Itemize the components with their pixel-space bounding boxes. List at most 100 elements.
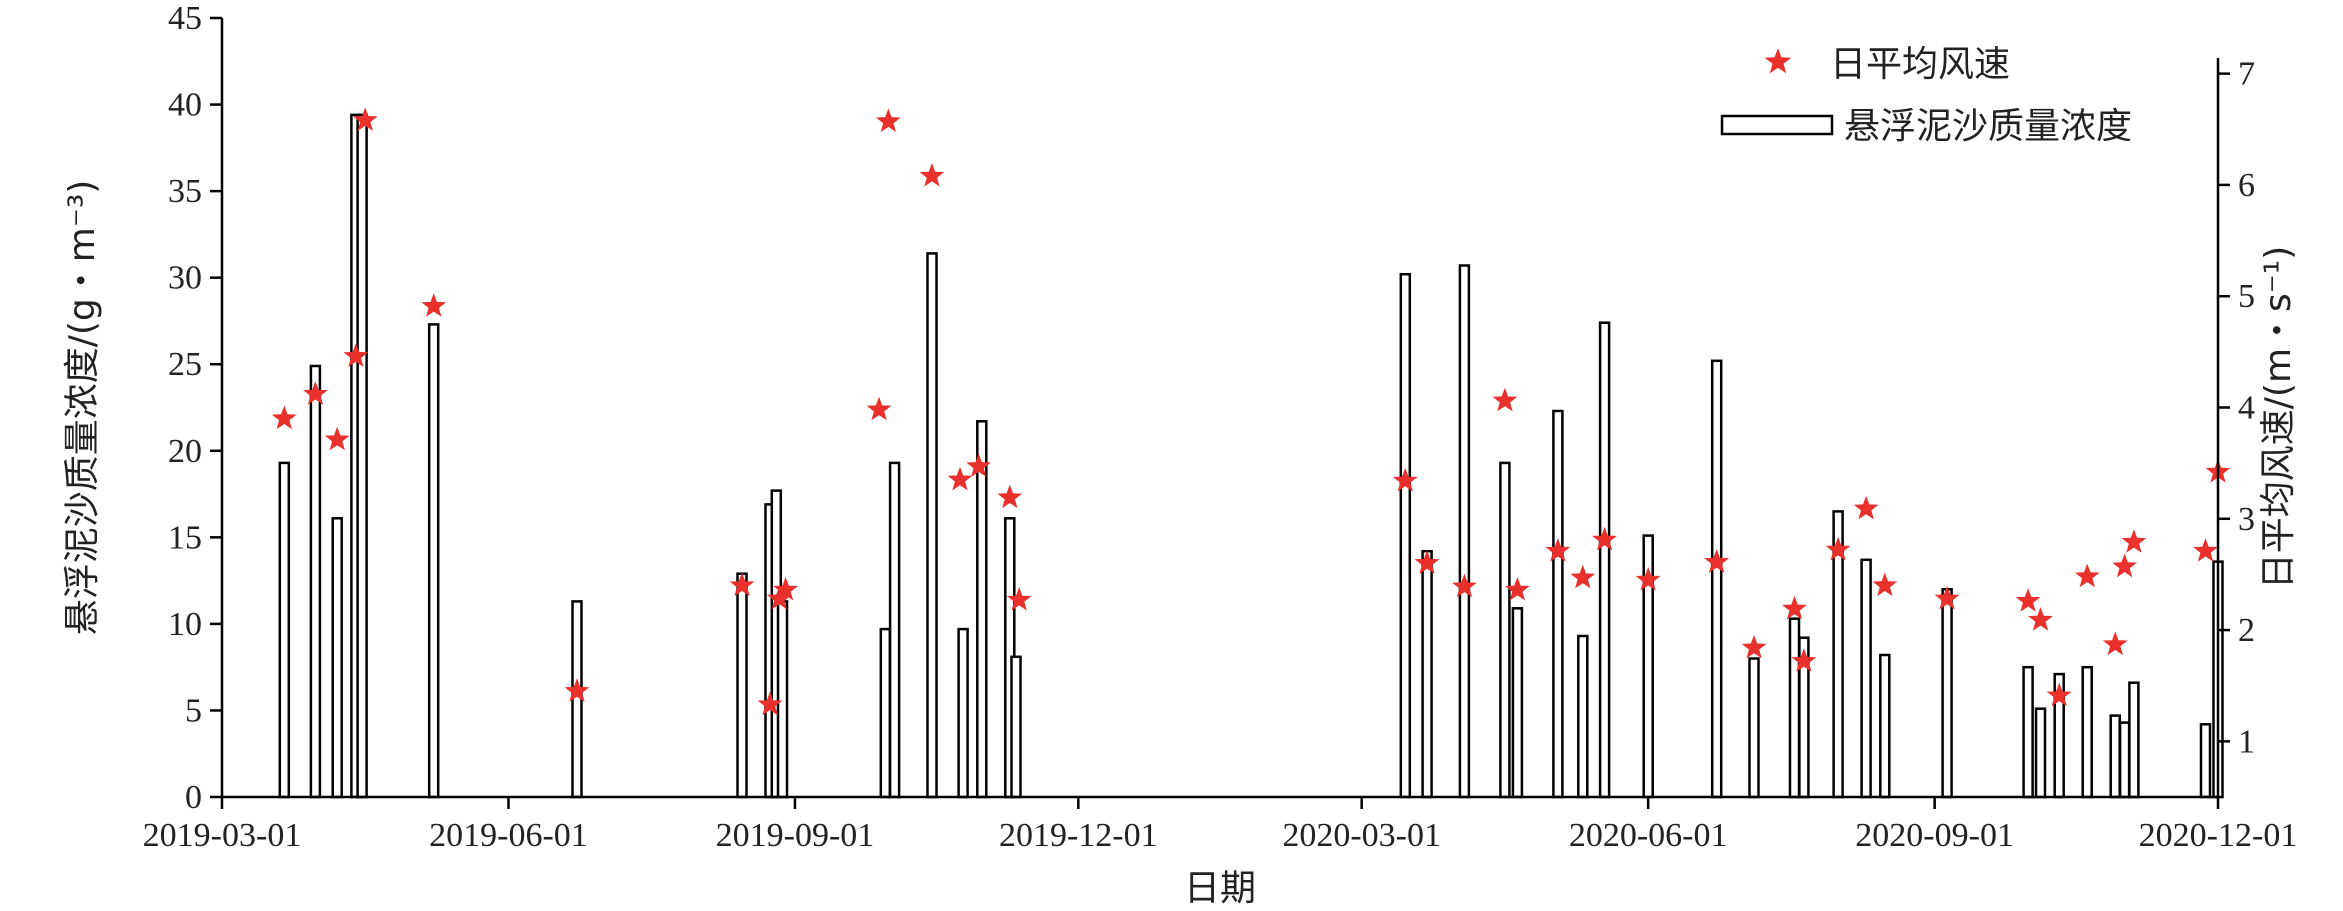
bar: [356, 113, 368, 799]
data-point: [2102, 631, 2128, 656]
y-right-tick-label: 6: [2238, 167, 2255, 204]
bar: [1511, 607, 1524, 799]
bar: [2022, 665, 2034, 799]
bar: [776, 600, 789, 799]
data-point: [1392, 467, 1418, 492]
y-tick-label: 35: [168, 173, 202, 210]
y-axis-title-left: 悬浮泥沙质量浓度/(g・m⁻³): [62, 180, 103, 636]
bar: [2118, 721, 2131, 799]
data-point: [1414, 550, 1440, 574]
x-tick-label: 2020-06-01: [1569, 817, 1728, 854]
data-point: [2074, 563, 2100, 588]
data-point: [2112, 553, 2137, 578]
data-point: [1853, 495, 1879, 520]
data-point: [1592, 526, 1617, 551]
data-point: [1872, 572, 1898, 597]
bar: [1710, 359, 1723, 799]
x-tick-label: 2020-09-01: [1855, 817, 2014, 854]
data-point: [1782, 595, 1807, 620]
data-point: [2193, 538, 2218, 562]
data-point: [997, 484, 1023, 509]
y-tick-label: 20: [168, 433, 202, 470]
data-point: [2028, 607, 2053, 631]
legend-label-wind: 日平均风速: [1830, 44, 2010, 85]
data-point: [1791, 648, 1817, 672]
bar: [1598, 321, 1611, 799]
data-point: [1492, 387, 1518, 412]
y-tick-label: 5: [185, 692, 202, 729]
y-tick-label: 15: [168, 519, 202, 556]
bar: [2199, 723, 2212, 799]
data-point: [343, 343, 369, 367]
data-point: [1545, 538, 1571, 562]
data-point: [947, 466, 973, 491]
data-point: [876, 108, 901, 132]
data-point: [757, 691, 783, 716]
y-axis-title-right: 日平均风速/(m・s⁻¹): [2258, 246, 2299, 589]
bar: [2081, 665, 2093, 799]
y-tick-label: 25: [168, 346, 202, 383]
bar: [879, 627, 892, 799]
data-point: [1635, 567, 1661, 591]
y-tick-label: 45: [168, 0, 202, 37]
data-point: [866, 396, 892, 421]
bar: [736, 572, 748, 799]
bar: [2128, 681, 2140, 799]
y-tick-label: 10: [168, 606, 202, 643]
bar: [427, 323, 440, 799]
x-tick-label: 2020-03-01: [1282, 817, 1441, 854]
bar: [976, 420, 988, 799]
bar: [1941, 588, 1953, 799]
data-point: [1505, 577, 1530, 601]
legend-label-ssc: 悬浮泥沙质量浓度: [1844, 106, 2132, 147]
data-point: [303, 381, 328, 405]
bar: [309, 364, 322, 799]
data-point: [919, 163, 945, 187]
data-point: [1741, 634, 1767, 659]
bar: [926, 252, 938, 799]
bar: [1788, 617, 1801, 799]
bar: [331, 517, 343, 799]
data-point: [1934, 585, 1960, 610]
y-tick-label: 40: [168, 87, 202, 124]
y-right-tick-label: 3: [2238, 501, 2255, 538]
bar: [1010, 655, 1022, 799]
y-right-tick-label: 4: [2238, 390, 2255, 427]
data-point: [1704, 549, 1729, 573]
bar: [1879, 653, 1891, 799]
data-point: [966, 453, 991, 477]
y-right-tick-label: 7: [2238, 56, 2255, 93]
data-point: [1570, 564, 1596, 589]
x-tick-label: 2019-03-01: [143, 817, 302, 854]
x-axis-title: 日期: [1184, 868, 1256, 909]
bar: [1577, 634, 1589, 799]
bar: [1421, 549, 1433, 799]
data-point: [2015, 588, 2041, 612]
data-point: [2046, 682, 2072, 707]
bar: [1458, 264, 1471, 799]
bar: [888, 461, 901, 799]
plot-area: [271, 107, 2231, 799]
bar: [1860, 558, 1872, 799]
y-tick-label: 30: [168, 260, 202, 297]
bar: [278, 461, 291, 799]
y-tick-label: 0: [185, 779, 202, 816]
bar: [2109, 714, 2121, 799]
data-point: [271, 405, 297, 430]
legend-star-icon: [1764, 48, 1792, 74]
data-point: [1452, 573, 1477, 598]
legend-bar-icon: [1720, 114, 1834, 136]
bar: [1552, 409, 1564, 799]
data-point: [729, 572, 755, 597]
x-tick-label: 2019-12-01: [999, 817, 1158, 854]
x-tick-label: 2019-06-01: [429, 817, 588, 854]
data-point: [352, 107, 378, 131]
y-right-tick-label: 1: [2238, 723, 2255, 760]
bar: [957, 627, 969, 799]
bar: [1499, 461, 1511, 799]
data-point: [1006, 587, 1032, 611]
data-point: [2121, 529, 2147, 553]
